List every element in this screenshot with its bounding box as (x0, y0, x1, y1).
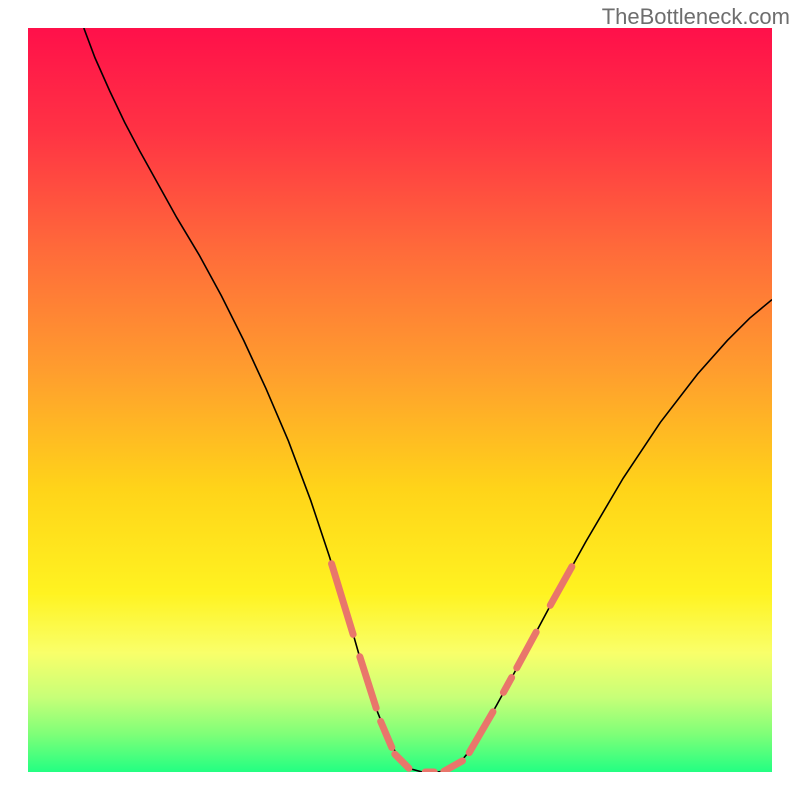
plot-area (28, 28, 772, 772)
chart-container: TheBottleneck.com (0, 0, 800, 800)
watermark-text: TheBottleneck.com (602, 4, 790, 30)
chart-svg (28, 28, 772, 772)
gradient-background (28, 28, 772, 772)
